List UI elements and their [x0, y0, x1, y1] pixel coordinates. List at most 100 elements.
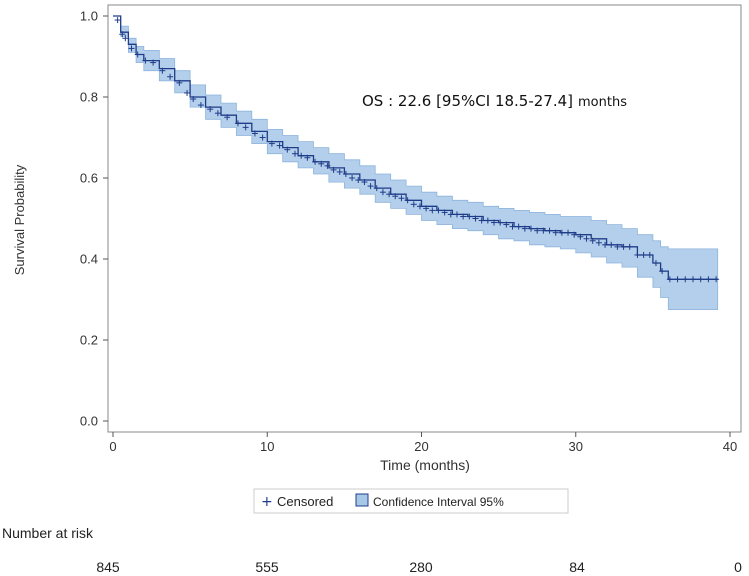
censored-legend-symbol: + [261, 494, 273, 510]
survival-curve [113, 15, 718, 280]
censor-mark [682, 276, 689, 283]
censor-mark [284, 146, 291, 153]
ci-legend-swatch [355, 493, 369, 507]
x-tick-labels: 0 10 20 30 40 [109, 439, 737, 454]
censor-mark [404, 197, 411, 204]
x-tick-label: 30 [569, 439, 583, 454]
censor-mark [466, 213, 473, 220]
censor-mark [490, 219, 497, 226]
censor-mark [509, 223, 516, 230]
y-tick-label: 0.6 [80, 171, 98, 186]
censor-mark [298, 152, 305, 159]
censor-mark [697, 276, 704, 283]
x-tick-label: 40 [723, 439, 737, 454]
censor-mark [453, 211, 460, 218]
censor-mark [251, 130, 258, 137]
legend-frame [253, 488, 569, 514]
legend: + Censored Confidence Interval 95% [253, 488, 569, 514]
y-tick-labels: 0.0 0.2 0.4 0.6 0.8 1.0 [80, 9, 98, 429]
censor-mark [259, 134, 266, 141]
censor-mark [392, 193, 399, 200]
censor-mark [336, 168, 343, 175]
censor-mark [589, 237, 596, 244]
censor-mark [190, 96, 197, 103]
x-tick-label: 20 [414, 439, 428, 454]
censor-mark [207, 106, 214, 113]
censor-mark [608, 241, 615, 248]
censor-mark [674, 276, 681, 283]
y-axis-label: Survival Probability [12, 164, 27, 275]
censor-mark [342, 170, 349, 177]
ci-legend-label: Confidence Interval 95% [373, 495, 504, 509]
censor-mark [330, 166, 337, 173]
censor-mark [552, 229, 559, 236]
risk-value-t0: 845 [96, 559, 120, 575]
censor-mark [478, 217, 485, 224]
censor-mark [398, 195, 405, 202]
censor-mark [214, 110, 221, 117]
censor-mark [119, 31, 126, 38]
censor-mark [416, 203, 423, 210]
censored-legend-label: Censored [277, 494, 333, 509]
censor-mark [640, 251, 647, 258]
censor-mark [159, 67, 166, 74]
risk-value-t10: 555 [255, 559, 279, 575]
censor-mark [150, 59, 157, 66]
censor-mark [197, 102, 204, 109]
censor-mark [386, 191, 393, 198]
censor-mark [689, 276, 696, 283]
censor-mark [558, 229, 565, 236]
censor-mark [128, 45, 135, 52]
censor-mark [423, 205, 430, 212]
censor-mark [540, 227, 547, 234]
os-annotation: OS : 22.6 [95%CI 18.5-27.4] months [362, 92, 627, 110]
y-tick-label: 0.2 [80, 333, 98, 348]
censor-mark [614, 243, 621, 250]
censor-mark [546, 227, 553, 234]
censor-mark [528, 225, 535, 232]
censor-mark [503, 221, 510, 228]
censor-mark [318, 160, 325, 167]
censor-mark [134, 51, 141, 58]
censor-mark [122, 35, 129, 42]
censor-mark [577, 233, 584, 240]
censor-mark [429, 207, 436, 214]
censor-mark [583, 235, 590, 242]
censor-mark [705, 276, 712, 283]
y-tick-label: 1.0 [80, 9, 98, 24]
censor-mark [713, 276, 720, 283]
censor-mark [268, 140, 275, 147]
censor-mark [497, 219, 504, 226]
censor-mark [373, 185, 380, 192]
censor-mark [571, 231, 578, 238]
censor-mark [484, 217, 491, 224]
censor-mark [234, 120, 241, 127]
censor-mark [312, 158, 319, 165]
censor-mark [595, 239, 602, 246]
censor-mark [634, 251, 641, 258]
risk-value-t30: 84 [569, 559, 585, 575]
censor-mark [224, 114, 231, 121]
censor-mark [324, 162, 331, 169]
censor-mark [652, 260, 659, 267]
censor-mark [565, 229, 572, 236]
censor-mark [292, 150, 299, 157]
censor-mark [410, 201, 417, 208]
censor-mark [349, 175, 356, 181]
censor-mark [666, 276, 673, 283]
censor-mark [534, 227, 541, 234]
censor-mark [447, 211, 454, 218]
censor-mark [367, 183, 374, 190]
censor-mark [142, 57, 149, 64]
censor-mark [276, 142, 283, 149]
censor-mark [435, 207, 442, 214]
censor-mark [602, 241, 609, 248]
censor-mark [626, 243, 633, 250]
risk-value-t20: 280 [409, 559, 433, 575]
plot-ticks [103, 15, 731, 437]
risk-value-t40: 0 [734, 559, 742, 575]
confidence-band [113, 15, 719, 310]
censor-mark [659, 268, 666, 275]
censor-mark [460, 213, 467, 220]
